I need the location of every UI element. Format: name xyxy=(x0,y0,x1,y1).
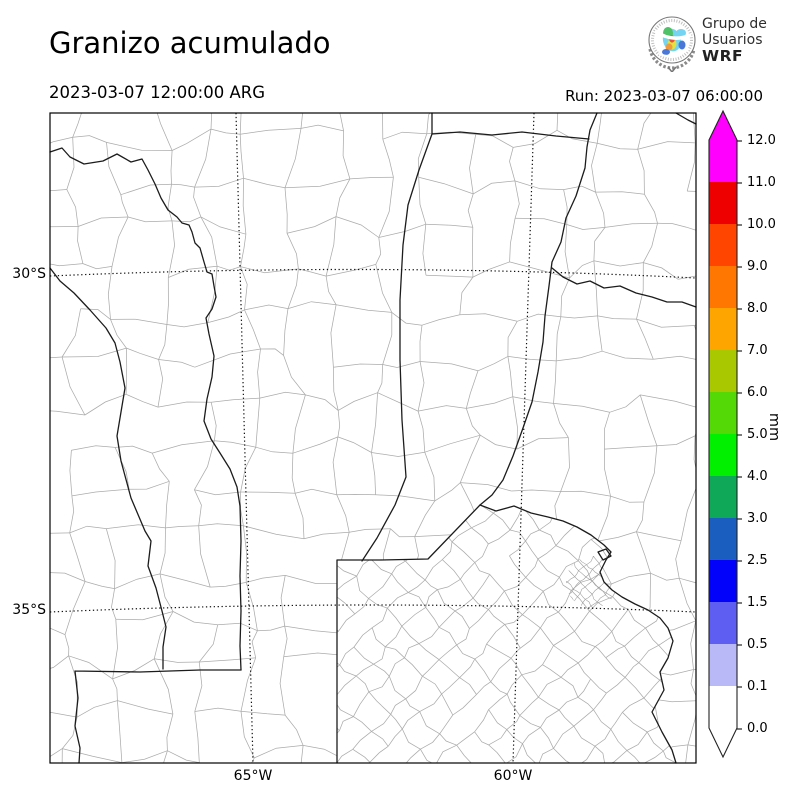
colorbar-tick-label: 0.1 xyxy=(747,679,768,694)
colorbar-tick-label: 11.0 xyxy=(747,175,776,190)
colorbar-extend-over xyxy=(709,111,737,140)
colorbar-outline xyxy=(708,109,738,759)
colorbar-tick-label: 0.5 xyxy=(747,637,768,652)
logo-line-3: WRF xyxy=(702,47,744,65)
logo-line-2: Usuarios xyxy=(702,32,763,48)
map-frame xyxy=(49,112,697,764)
colorbar-segment xyxy=(709,518,737,561)
valid-time-label: 2023-03-07 12:00:00 ARG xyxy=(49,83,266,102)
lat-tick-30s: 30°S xyxy=(12,266,46,282)
colorbar-segment xyxy=(709,266,737,309)
colorbar-tick-label: 6.0 xyxy=(747,385,768,400)
lat-tick-35s: 35°S xyxy=(12,602,46,618)
colorbar-segment xyxy=(709,476,737,519)
colorbar-extend-under xyxy=(709,728,737,757)
lon-tick-65w: 65°W xyxy=(233,768,273,784)
colorbar-segment xyxy=(709,182,737,225)
colorbar-tick-label: 5.0 xyxy=(747,427,768,442)
page-title: Granizo acumulado xyxy=(49,26,331,60)
colorbar-tick-label: 1.5 xyxy=(747,595,768,610)
colorbar-tick-label: 0.0 xyxy=(747,721,768,736)
gridline-65w xyxy=(235,112,254,764)
colorbar-tick-label: 3.0 xyxy=(747,511,768,526)
colorbar-tick-label: 4.0 xyxy=(747,469,768,484)
lon-tick-60w: 60°W xyxy=(493,768,533,784)
wrf-emblem-icon xyxy=(648,16,696,74)
colorbar-tick-label: 12.0 xyxy=(747,133,776,148)
gridline-30s xyxy=(49,268,697,279)
colorbar xyxy=(708,109,742,759)
colorbar-segment xyxy=(709,434,737,477)
colorbar-segment xyxy=(709,392,737,435)
wrf-logo-text: Grupo de Usuarios WRF xyxy=(702,16,767,64)
buenos-aires-region-fill xyxy=(337,505,676,763)
colorbar-segment xyxy=(709,644,737,687)
colorbar-segment xyxy=(709,140,737,183)
colorbar-segment xyxy=(709,308,737,351)
gridline-35s xyxy=(49,604,697,613)
parana-delta-mark xyxy=(597,548,612,561)
colorbar-segment xyxy=(709,560,737,603)
colorbar-segment xyxy=(709,224,737,267)
colorbar-tick-label: 10.0 xyxy=(747,217,776,232)
wrf-users-logo: Grupo de Usuarios WRF xyxy=(645,14,795,76)
colorbar-tick-label: 9.0 xyxy=(747,259,768,274)
province-boundaries xyxy=(49,112,697,764)
run-time-label: Run: 2023-03-07 06:00:00 xyxy=(565,87,763,105)
logo-line-1: Grupo de xyxy=(702,16,767,32)
graticule-gridlines xyxy=(49,112,697,764)
colorbar-tick-label: 7.0 xyxy=(747,343,768,358)
colorbar-segment xyxy=(709,686,737,729)
colorbar-segment xyxy=(709,602,737,645)
colorbar-unit-label: mm xyxy=(766,412,783,442)
colorbar-tick-label: 2.5 xyxy=(747,553,768,568)
colorbar-tick-label: 8.0 xyxy=(747,301,768,316)
colorbar-segment xyxy=(709,350,737,393)
